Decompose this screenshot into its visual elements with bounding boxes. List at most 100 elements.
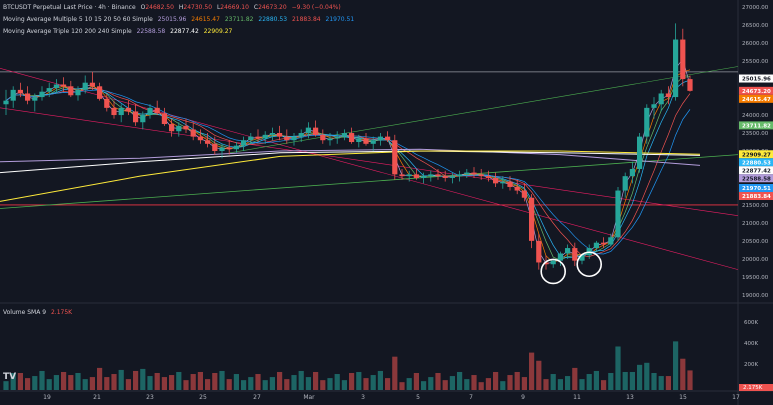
volume-tick-label: 200K [744, 362, 758, 368]
price-tick-label: 26500.00 [742, 23, 769, 29]
ma-value-5: 21883.84 [291, 16, 321, 23]
moving-average-triple-line [0, 150, 701, 174]
volume-bar [680, 358, 686, 390]
volume-bar [97, 367, 103, 390]
candle-body [154, 107, 160, 114]
price-tag-bg [739, 121, 773, 130]
candle-body [572, 248, 578, 261]
volume-bar [248, 377, 254, 390]
candle-body [399, 174, 405, 177]
candle-body [320, 134, 326, 141]
price-tick-label: 20500.00 [742, 239, 769, 245]
candle-body [449, 176, 455, 178]
volume-bar [334, 374, 340, 390]
volume-bar [68, 375, 74, 390]
candle-body [687, 79, 693, 91]
volume-bar [565, 376, 571, 390]
candle-body [25, 93, 31, 101]
volume-bar [543, 379, 549, 390]
time-tick-label: 3 [361, 394, 365, 401]
volume-bar [53, 375, 59, 390]
candle-body [485, 176, 491, 178]
candle-body [298, 133, 304, 137]
price-tag-label: 22880.53 [742, 160, 771, 166]
volume-bar [557, 379, 563, 390]
price-tick-label: 20000.00 [742, 257, 769, 263]
volume-bar [241, 380, 247, 390]
candle-body [313, 127, 319, 135]
candle-body [140, 115, 146, 123]
ma-value-1: 25015.96 [157, 16, 187, 23]
ma-triple-legend[interactable]: Moving Average Triple 120 200 240 Simple… [3, 27, 235, 36]
volume-bar [536, 360, 542, 390]
candle-body [46, 88, 52, 92]
volume-bar [593, 370, 599, 390]
candle-body [197, 136, 203, 141]
volume-bar [46, 379, 52, 390]
ma-multiple-legend[interactable]: Moving Average Multiple 5 10 15 20 50 60… [3, 15, 357, 24]
ohlc-high: H24730.50 [178, 4, 213, 11]
ma-value-3: 23711.82 [224, 16, 254, 23]
volume-bar [665, 376, 671, 390]
volume-bar [32, 376, 38, 390]
volume-bar [255, 374, 261, 390]
price-tag-label: 21970.51 [742, 186, 771, 192]
candle-body [61, 84, 67, 87]
candle-body [75, 89, 81, 96]
volume-bar [212, 373, 218, 390]
candle-body [370, 140, 376, 144]
candle-body [176, 125, 182, 132]
volume-bar [183, 380, 189, 390]
volume-bar [75, 373, 81, 390]
price-tag-label: 23711.82 [742, 123, 771, 129]
volume-bar [428, 377, 434, 390]
volume-bar [291, 375, 297, 390]
symbol-title[interactable]: BTCUSDT Perpetual Last Price · 4h · Bina… [3, 4, 136, 11]
price-tag-bg [739, 192, 773, 201]
volume-bar [284, 379, 290, 390]
ohlc-low: L24669.10 [216, 4, 249, 11]
candle-body [406, 174, 412, 177]
candle-body [10, 89, 16, 101]
candle-body [442, 176, 448, 178]
volume-bar [449, 376, 455, 390]
candle-body [39, 91, 45, 98]
candle-body [665, 93, 671, 98]
candle-body [557, 253, 563, 261]
trendline-green-upper [229, 66, 739, 154]
time-tick-label: 21 [93, 394, 101, 401]
candle-body [190, 129, 196, 137]
price-tag-bg [739, 158, 773, 167]
volume-bar [125, 379, 131, 390]
volume-bar [327, 378, 333, 390]
price-tick-label: 21500.00 [742, 203, 769, 209]
candle-body [471, 172, 477, 175]
candle-body [349, 133, 355, 143]
candle-body [385, 136, 391, 141]
volume-bar [169, 375, 175, 390]
volume-tick-label: 600K [744, 320, 758, 326]
candle-body [205, 140, 211, 144]
candle-body [478, 174, 484, 177]
candle-body [550, 260, 556, 265]
volume-bar [363, 378, 369, 390]
candle-body [363, 138, 369, 144]
volume-legend[interactable]: Volume SMA 9 2.175K [3, 308, 75, 317]
volume-bar [233, 374, 239, 390]
volume-bar [10, 373, 16, 390]
candle-body [68, 86, 74, 96]
volume-bar [579, 379, 585, 390]
candle-body [233, 145, 239, 150]
volume-bar [320, 380, 326, 390]
time-tick-label: 11 [573, 394, 581, 401]
volume-bar [457, 371, 463, 390]
price-tick-label: 19000.00 [742, 293, 769, 299]
volume-bar [413, 373, 419, 390]
moving-average-triple-line [0, 150, 701, 202]
candle-body [104, 98, 110, 108]
volume-bar [39, 370, 45, 390]
time-tick-label: 9 [521, 394, 525, 401]
candle-body [464, 172, 470, 175]
tradingview-logo-icon[interactable]: TV [3, 372, 17, 382]
